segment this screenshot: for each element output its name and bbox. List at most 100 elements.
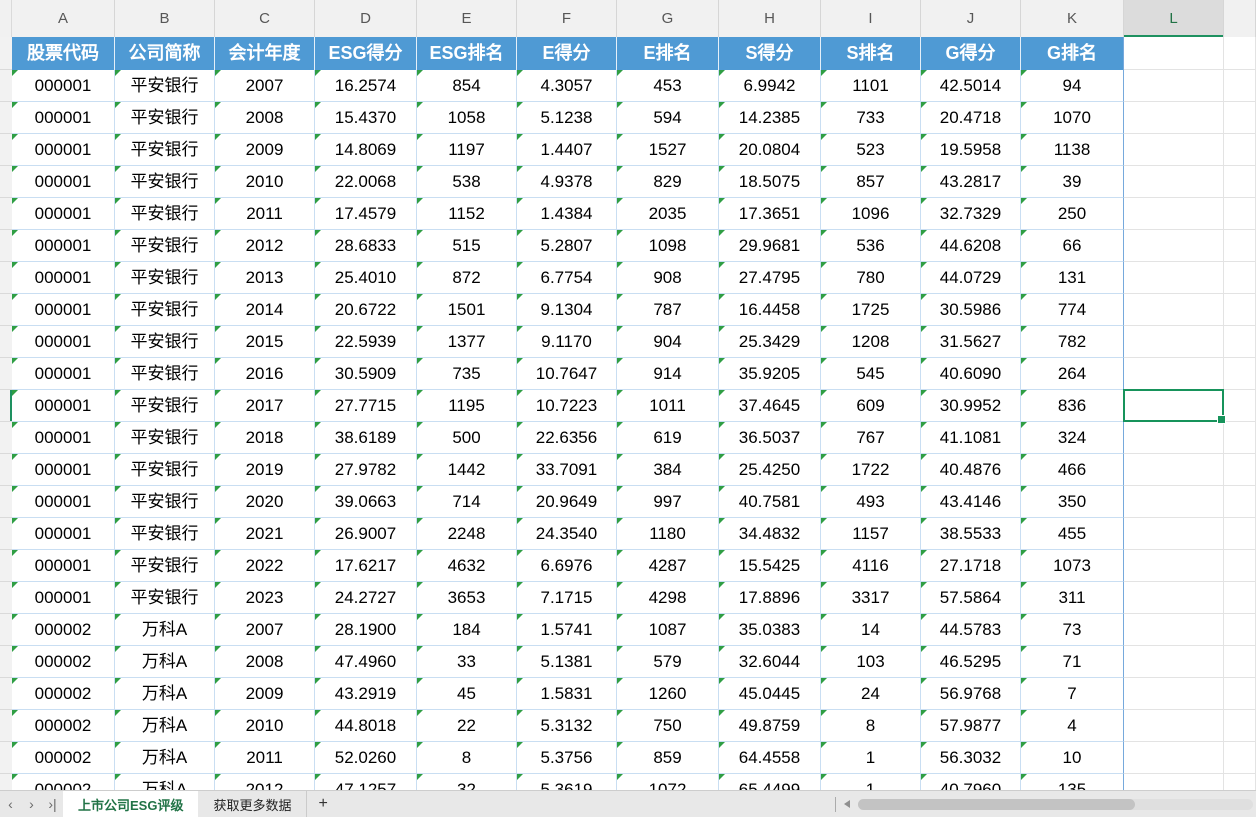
- cell[interactable]: 44.8018: [315, 710, 417, 742]
- cell[interactable]: 18.5075: [719, 166, 821, 198]
- cell[interactable]: 733: [821, 102, 921, 134]
- cell[interactable]: 2020: [215, 486, 315, 518]
- cell[interactable]: 1442: [417, 454, 517, 486]
- horizontal-scrollbar-track[interactable]: [858, 799, 1253, 810]
- empty-cell[interactable]: [1224, 70, 1256, 102]
- cell[interactable]: 594: [617, 102, 719, 134]
- cell[interactable]: 17.4579: [315, 198, 417, 230]
- cell[interactable]: 20.9649: [517, 486, 617, 518]
- cell[interactable]: 9.1170: [517, 326, 617, 358]
- empty-cell[interactable]: [1124, 646, 1224, 678]
- cell[interactable]: 2010: [215, 166, 315, 198]
- cell[interactable]: 2011: [215, 742, 315, 774]
- cell[interactable]: 264: [1021, 358, 1124, 390]
- cell[interactable]: 4.3057: [517, 70, 617, 102]
- cell[interactable]: 579: [617, 646, 719, 678]
- cell[interactable]: 2008: [215, 102, 315, 134]
- cell[interactable]: 平安银行: [115, 518, 215, 550]
- cell[interactable]: 30.5909: [315, 358, 417, 390]
- cell[interactable]: 523: [821, 134, 921, 166]
- cell[interactable]: 17.6217: [315, 550, 417, 582]
- cell[interactable]: 000001: [12, 166, 115, 198]
- cell[interactable]: 31.5627: [921, 326, 1021, 358]
- cell[interactable]: 38.5533: [921, 518, 1021, 550]
- cell[interactable]: 40.6090: [921, 358, 1021, 390]
- cell[interactable]: 4632: [417, 550, 517, 582]
- empty-cell[interactable]: [1124, 422, 1224, 454]
- cell[interactable]: 8: [417, 742, 517, 774]
- empty-cell[interactable]: [1224, 486, 1256, 518]
- header-cell[interactable]: ESG得分: [315, 37, 417, 70]
- cell[interactable]: 2022: [215, 550, 315, 582]
- cell[interactable]: 311: [1021, 582, 1124, 614]
- header-cell[interactable]: E得分: [517, 37, 617, 70]
- sheet-nav-next-icon[interactable]: ›: [29, 796, 34, 812]
- empty-cell[interactable]: [1224, 518, 1256, 550]
- empty-cell[interactable]: [1224, 390, 1256, 422]
- cell[interactable]: 20.4718: [921, 102, 1021, 134]
- cell[interactable]: 000001: [12, 294, 115, 326]
- cell[interactable]: 000001: [12, 102, 115, 134]
- cell[interactable]: 536: [821, 230, 921, 262]
- empty-cell[interactable]: [1124, 230, 1224, 262]
- cell[interactable]: 1058: [417, 102, 517, 134]
- cell[interactable]: 609: [821, 390, 921, 422]
- cell[interactable]: 2021: [215, 518, 315, 550]
- sheet-nav-prev-icon[interactable]: ‹: [8, 796, 13, 812]
- cell[interactable]: 万科A: [115, 614, 215, 646]
- cell[interactable]: 7.1715: [517, 582, 617, 614]
- cell[interactable]: 714: [417, 486, 517, 518]
- cell[interactable]: 30.5986: [921, 294, 1021, 326]
- cell[interactable]: 1070: [1021, 102, 1124, 134]
- column-header-H[interactable]: H: [719, 0, 821, 37]
- cell[interactable]: 28.6833: [315, 230, 417, 262]
- cell[interactable]: 384: [617, 454, 719, 486]
- cell[interactable]: 2019: [215, 454, 315, 486]
- cell[interactable]: 250: [1021, 198, 1124, 230]
- header-cell[interactable]: G得分: [921, 37, 1021, 70]
- cell[interactable]: 46.5295: [921, 646, 1021, 678]
- cell[interactable]: 平安银行: [115, 294, 215, 326]
- cell[interactable]: 000002: [12, 614, 115, 646]
- cell[interactable]: 71: [1021, 646, 1124, 678]
- cell[interactable]: 27.1718: [921, 550, 1021, 582]
- cell[interactable]: 平安银行: [115, 454, 215, 486]
- cell[interactable]: 27.4795: [719, 262, 821, 294]
- cell[interactable]: 32: [417, 774, 517, 790]
- cell[interactable]: 66: [1021, 230, 1124, 262]
- cell[interactable]: 1.4384: [517, 198, 617, 230]
- sheet-tab-inactive[interactable]: 获取更多数据: [198, 791, 308, 817]
- cell[interactable]: 000002: [12, 710, 115, 742]
- cell[interactable]: 1377: [417, 326, 517, 358]
- cell[interactable]: 40.4876: [921, 454, 1021, 486]
- cell[interactable]: 000001: [12, 70, 115, 102]
- cell[interactable]: 平安银行: [115, 102, 215, 134]
- cell[interactable]: 782: [1021, 326, 1124, 358]
- empty-cell[interactable]: [1224, 710, 1256, 742]
- cell[interactable]: 619: [617, 422, 719, 454]
- cell[interactable]: 10: [1021, 742, 1124, 774]
- cell[interactable]: 131: [1021, 262, 1124, 294]
- cell[interactable]: 9.1304: [517, 294, 617, 326]
- column-header-D[interactable]: D: [315, 0, 417, 37]
- cell[interactable]: 30.9952: [921, 390, 1021, 422]
- cell[interactable]: 000001: [12, 518, 115, 550]
- cell[interactable]: 914: [617, 358, 719, 390]
- column-header-E[interactable]: E: [417, 0, 517, 37]
- column-header-I[interactable]: I: [821, 0, 921, 37]
- cell[interactable]: 平安银行: [115, 550, 215, 582]
- horizontal-scrollbar-thumb[interactable]: [858, 799, 1135, 810]
- cell[interactable]: 34.4832: [719, 518, 821, 550]
- cell[interactable]: 56.9768: [921, 678, 1021, 710]
- cell[interactable]: 000002: [12, 678, 115, 710]
- column-header-B[interactable]: B: [115, 0, 215, 37]
- cell[interactable]: 5.1381: [517, 646, 617, 678]
- cell[interactable]: 5.1238: [517, 102, 617, 134]
- cell[interactable]: 103: [821, 646, 921, 678]
- cell[interactable]: 767: [821, 422, 921, 454]
- fill-handle[interactable]: [1217, 415, 1226, 424]
- cell[interactable]: 1098: [617, 230, 719, 262]
- cell[interactable]: 24: [821, 678, 921, 710]
- cell[interactable]: 52.0260: [315, 742, 417, 774]
- empty-cell[interactable]: [1224, 166, 1256, 198]
